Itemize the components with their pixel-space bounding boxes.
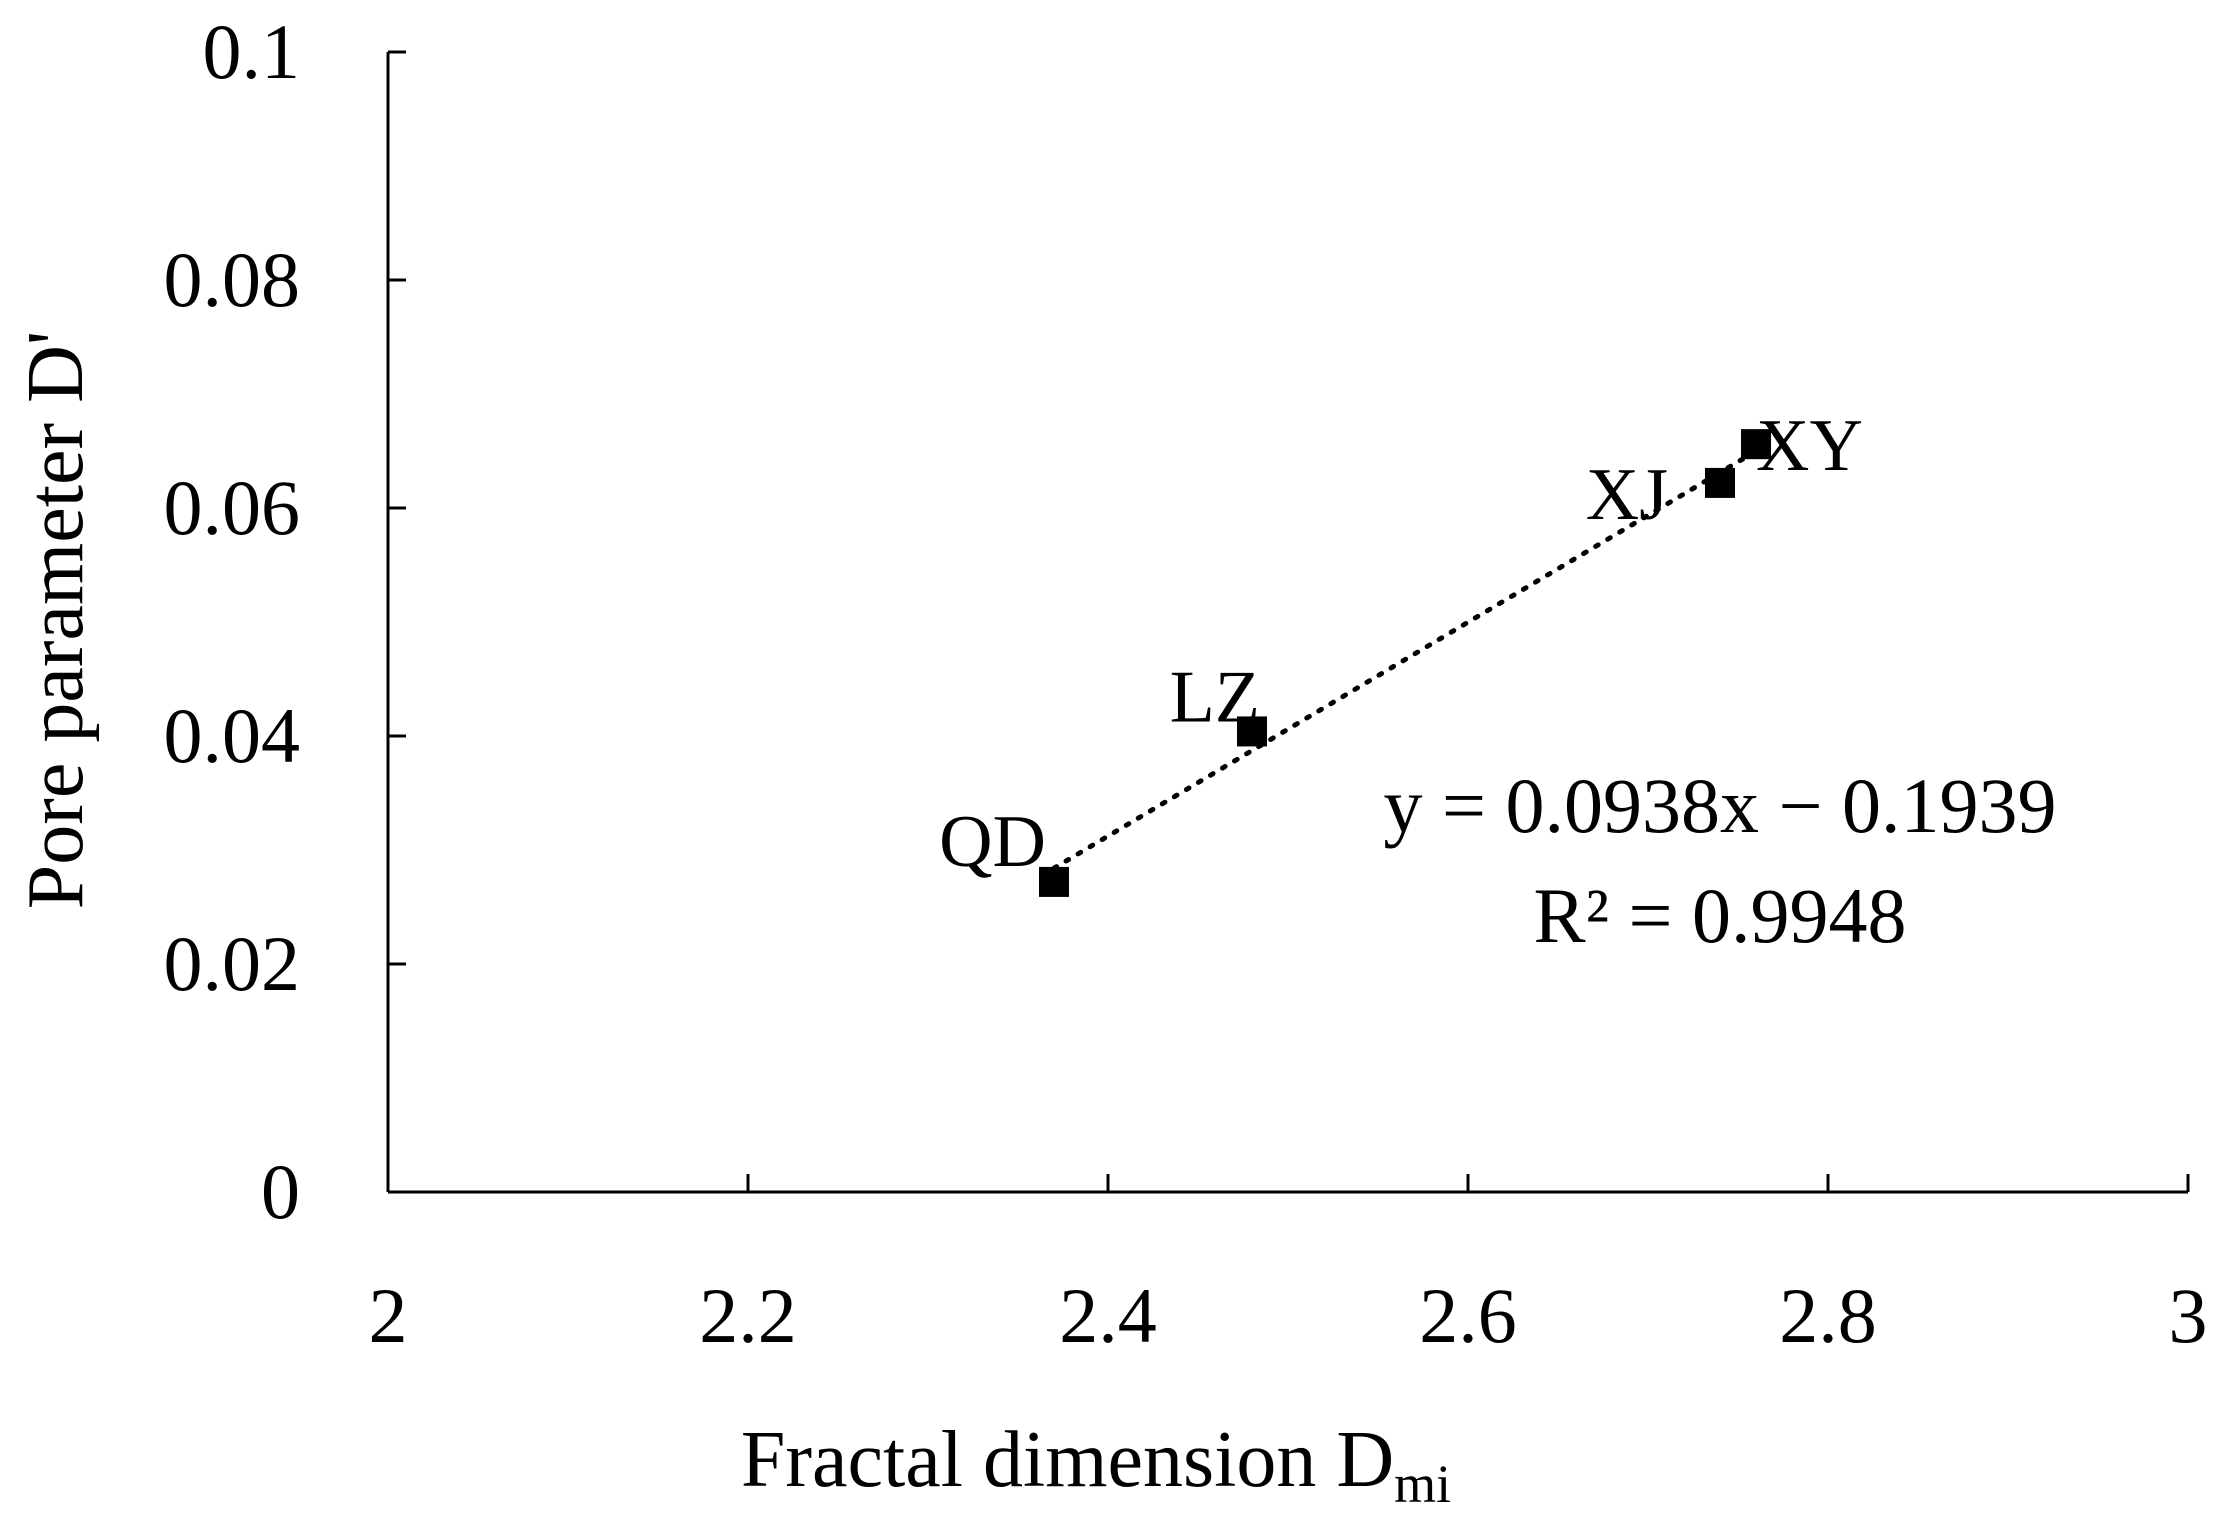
data-point-qd <box>1039 866 1069 897</box>
x-axis-title-subscript: mi <box>1394 1454 1451 1514</box>
data-label-qd: QD <box>939 801 1046 883</box>
y-tick-label: 0.08 <box>164 236 301 323</box>
y-tick-label: 0.06 <box>164 464 301 551</box>
y-axis-title: Pore parameter D' <box>12 331 100 910</box>
x-tick-label: 2.2 <box>699 1272 797 1359</box>
trendline-equation: y = 0.0938x − 0.1939 <box>1384 762 2057 849</box>
data-point-xy <box>1741 429 1771 460</box>
x-axis-title: Fractal dimension Dmi <box>741 1416 1451 1514</box>
x-tick-label: 2.8 <box>1779 1272 1877 1359</box>
y-axis: 0 0.02 0.04 0.06 0.08 0.1 <box>164 8 406 1235</box>
data-label-xy: XY <box>1756 405 1863 487</box>
x-tick-label: 2.6 <box>1419 1272 1517 1359</box>
y-tick-label: 0.1 <box>203 8 301 95</box>
x-tick-label: 2 <box>369 1272 408 1359</box>
data-label-xj: XJ <box>1586 454 1668 536</box>
x-axis: 2 2.2 2.4 2.6 2.8 3 <box>369 1174 2208 1359</box>
trendline-r-squared: R² = 0.9948 <box>1534 872 1907 959</box>
data-point-xj <box>1705 467 1735 498</box>
trendline-layer <box>1051 448 1759 871</box>
x-tick-label: 3 <box>2169 1272 2208 1359</box>
trendline <box>1051 448 1759 871</box>
data-label-lz: LZ <box>1170 656 1260 738</box>
x-tick-label: 2.4 <box>1059 1272 1157 1359</box>
x-axis-title-main: Fractal dimension D <box>741 1416 1394 1504</box>
y-tick-label: 0.04 <box>164 692 301 779</box>
points-layer: QD LZ XJ XY <box>939 405 1863 897</box>
data-point-lz <box>1237 716 1267 747</box>
y-tick-label: 0 <box>261 1148 300 1235</box>
y-tick-label: 0.02 <box>164 920 301 1007</box>
